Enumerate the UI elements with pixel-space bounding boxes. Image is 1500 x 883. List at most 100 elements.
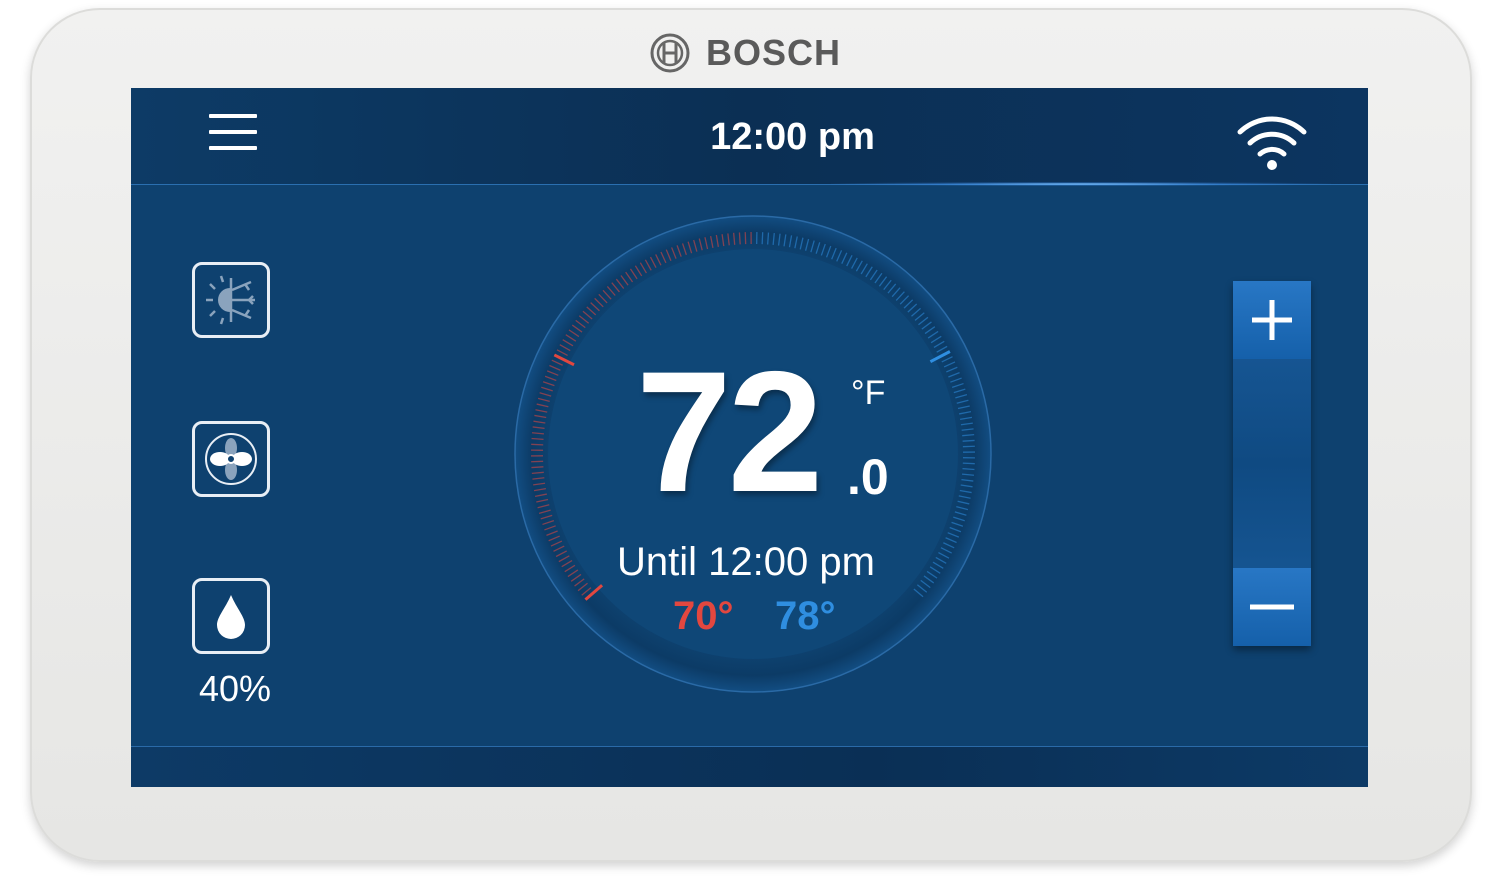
dial-tick	[820, 243, 826, 256]
dial-tick	[551, 359, 563, 366]
dial-tick	[606, 286, 616, 296]
dial-tick	[962, 439, 975, 442]
dial-tick	[958, 495, 971, 499]
dial-tick	[571, 324, 583, 333]
dial-tick	[953, 516, 965, 522]
dial-tick	[855, 260, 863, 272]
dial-tick	[956, 505, 969, 511]
dial-tick	[955, 394, 968, 399]
dial-tick	[671, 247, 677, 259]
decrease-button[interactable]	[1233, 568, 1311, 646]
dial-tick	[639, 262, 647, 274]
dial-tick	[532, 477, 545, 480]
dial-tick	[921, 321, 932, 330]
menu-button[interactable]	[209, 114, 257, 154]
dial-tick	[710, 235, 714, 248]
dial-tick	[946, 366, 958, 373]
dial-tick	[602, 289, 612, 300]
dial-tick	[655, 254, 662, 266]
dial-tick	[561, 560, 573, 568]
dial-tick	[940, 547, 952, 554]
dial-tick	[799, 237, 804, 250]
humidity-button[interactable]	[192, 578, 270, 654]
dial-tick	[615, 278, 625, 289]
dial-tick	[932, 561, 944, 569]
dial-tick	[794, 236, 798, 249]
temperature-dial[interactable]	[513, 214, 993, 694]
dial-tick	[899, 295, 910, 305]
dial-tick	[891, 287, 901, 298]
dial-tick	[582, 310, 593, 320]
dial-tick	[538, 509, 551, 514]
header-bar: 12:00 pm	[131, 88, 1368, 185]
dial-tick	[957, 405, 970, 410]
dial-tick	[575, 319, 586, 329]
dial-tick	[903, 299, 914, 309]
wifi-icon[interactable]	[1236, 112, 1308, 172]
increase-button[interactable]	[1233, 281, 1311, 359]
dial-tick	[960, 484, 973, 488]
dial-tick	[577, 582, 588, 592]
dial-tick	[687, 241, 693, 254]
dial-tick	[531, 466, 544, 469]
system-mode-button[interactable]	[192, 262, 270, 338]
dial-tick	[542, 381, 555, 387]
fan-icon	[205, 433, 257, 485]
dial-tick	[559, 344, 571, 352]
dial-tick	[534, 493, 547, 497]
dial-tick	[960, 422, 973, 426]
dial-tick	[951, 521, 964, 527]
dial-tick	[534, 414, 547, 419]
dial-major-tick	[553, 353, 575, 367]
dial-tick	[553, 545, 565, 552]
dial-tick	[660, 251, 667, 264]
dial-tick	[649, 256, 657, 269]
dial-tick	[537, 397, 550, 403]
dial-tick	[804, 238, 810, 251]
humidity-value: 40%	[198, 668, 272, 709]
dial-tick	[531, 443, 544, 446]
minus-icon	[1250, 604, 1294, 610]
dial-tick	[644, 259, 652, 271]
dial-tick	[574, 578, 585, 587]
dial-tick	[533, 420, 546, 424]
dial-tick	[831, 247, 837, 260]
dial-tick	[676, 245, 682, 257]
current-temperature: 72	[636, 336, 823, 528]
dial-major-tick	[929, 350, 951, 363]
dial-tick	[535, 409, 548, 413]
dial-tick	[869, 269, 878, 281]
dial-tick	[926, 570, 938, 579]
dial-major-tick	[584, 584, 604, 601]
dial-tick	[698, 238, 703, 251]
dial-tick	[841, 252, 848, 264]
dial-tick	[895, 291, 905, 301]
dial-tick	[907, 303, 918, 313]
dial-tick	[564, 564, 576, 573]
dial-ticks	[531, 232, 975, 601]
dial-tick	[570, 573, 582, 582]
dial-tick	[924, 326, 936, 335]
dial-tick	[727, 233, 730, 246]
dial-tick	[542, 520, 555, 526]
dial-tick	[620, 275, 629, 286]
dial-tick	[927, 330, 939, 339]
thermostat-screen: 12:00 pm	[131, 88, 1368, 787]
dial-tick	[948, 372, 960, 378]
dial-tick	[533, 488, 546, 492]
dial-tick	[629, 268, 638, 280]
dial-tick	[960, 416, 973, 420]
cool-setpoint[interactable]: 78°	[775, 594, 836, 638]
brand: BOSCH	[650, 32, 841, 74]
clock: 12:00 pm	[710, 116, 875, 158]
dial-tick	[950, 377, 962, 383]
fan-button[interactable]	[192, 421, 270, 497]
dial-tick	[536, 498, 549, 503]
dial-tick	[733, 232, 736, 245]
dial-tick	[846, 255, 853, 267]
dial-tick	[851, 257, 858, 269]
dial-tick	[961, 478, 974, 482]
dial-tick	[544, 375, 557, 382]
heat-setpoint[interactable]: 70°	[673, 594, 734, 638]
dial-tick	[941, 356, 953, 363]
